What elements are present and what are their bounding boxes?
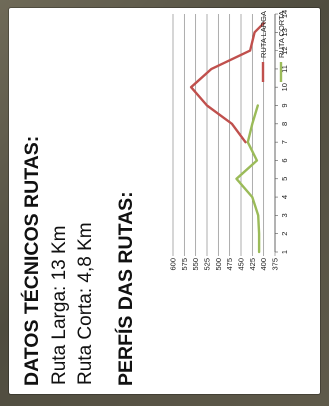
x-tick-label: 11 xyxy=(280,65,289,73)
legend-label: RUTA CORTA xyxy=(277,11,286,58)
y-tick-label: 475 xyxy=(225,258,234,271)
y-tick-label: 575 xyxy=(180,258,189,271)
x-tick-label: 8 xyxy=(280,122,289,126)
y-tick-label: 425 xyxy=(248,258,257,271)
series-line-ruta-corta xyxy=(235,104,261,254)
rotated-content: DATOS TÉCNICOS RUTAS: Ruta Larga: 13 Km … xyxy=(9,8,320,394)
elevation-chart: 3754004254504755005255505756001234567891… xyxy=(169,10,290,271)
y-tick-label: 525 xyxy=(203,258,212,271)
y-tick-label: 500 xyxy=(214,258,223,271)
y-tick-label: 450 xyxy=(237,258,246,271)
legend-label: RUTA LARGA xyxy=(259,11,268,58)
x-tick-label: 2 xyxy=(280,232,289,236)
x-tick-label: 10 xyxy=(280,83,289,91)
y-tick-label: 375 xyxy=(271,258,280,271)
x-tick-label: 3 xyxy=(280,213,289,217)
x-tick-label: 1 xyxy=(280,250,289,254)
x-tick-label: 4 xyxy=(280,195,289,199)
x-tick-label: 9 xyxy=(280,103,289,107)
y-tick-label: 600 xyxy=(169,258,178,271)
x-tick-label: 5 xyxy=(280,177,289,181)
y-tick-label: 550 xyxy=(191,258,200,271)
info-card: DATOS TÉCNICOS RUTAS: Ruta Larga: 13 Km … xyxy=(9,8,320,394)
x-tick-label: 6 xyxy=(280,158,289,162)
x-tick-label: 14 xyxy=(280,10,289,18)
x-tick-label: 12 xyxy=(280,46,289,54)
series-line-ruta-larga xyxy=(189,22,265,144)
y-tick-label: 400 xyxy=(259,258,268,271)
x-tick-label: 13 xyxy=(280,28,289,36)
x-tick-label: 7 xyxy=(280,140,289,144)
